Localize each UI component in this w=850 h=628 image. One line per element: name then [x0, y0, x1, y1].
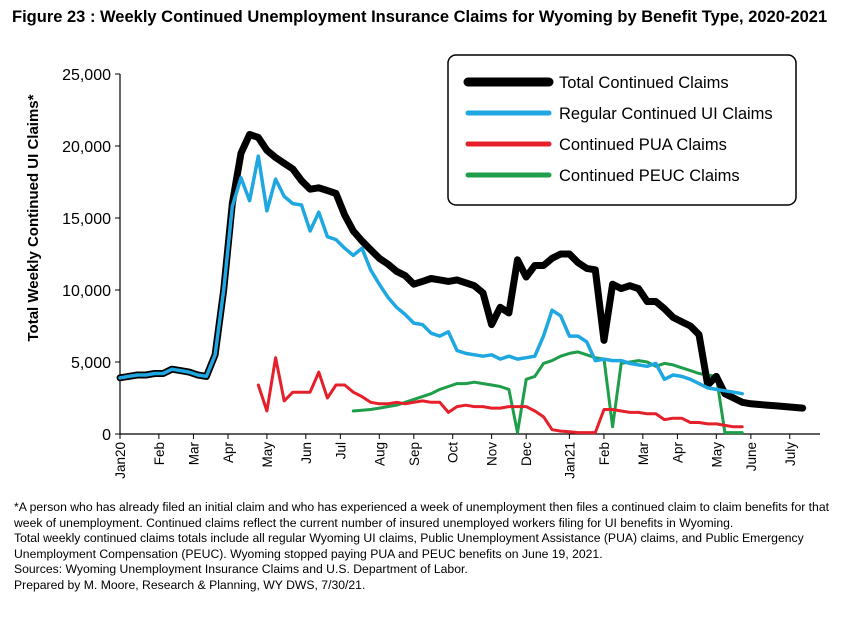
x-tick-label: May [260, 442, 275, 468]
x-tick-label: July [783, 442, 798, 466]
x-tick-label: Nov [485, 442, 500, 466]
figure-title: Figure 23 : Weekly Continued Unemploymen… [12, 8, 828, 26]
x-tick-label: Feb [152, 442, 167, 465]
line-chart: 0 5,000 10,000 15,000 20,000 25,000 Jan20 Feb Ma… [25, 54, 820, 479]
footnotes: *A person who has already filed an initi… [14, 500, 840, 593]
series-line-0 [116, 131, 807, 412]
y-tick-label: 5,000 [71, 355, 111, 372]
x-tick-label: Feb [597, 442, 612, 465]
x-tick-label: May [709, 442, 724, 468]
footnote-prepared-by: Prepared by M. Moore, Research & Plannin… [14, 577, 366, 592]
series-line-2 [256, 356, 744, 435]
x-tick-label: Apr [221, 442, 236, 464]
y-tick-label: 0 [102, 427, 111, 444]
y-axis-label: Total Weekly Continued UI Claims* [25, 94, 42, 341]
legend-label-3: Continued PEUC Claims [559, 167, 740, 185]
footnote-definition: *A person who has already filed an initi… [14, 500, 829, 530]
chart-axes: 0 5,000 10,000 15,000 20,000 25,000 Jan20 Feb Ma… [62, 67, 820, 479]
x-tick-label: Mar [636, 441, 651, 465]
x-tick-label: Aug [372, 442, 387, 466]
footnote-totals: Total weekly continued claims totals inc… [14, 531, 804, 561]
legend-label-2: Continued PUA Claims [559, 136, 727, 154]
y-tick-label: 20,000 [62, 139, 111, 156]
footnote-sources: Sources: Wyoming Unemployment Insurance … [14, 562, 468, 576]
x-tick-label: Jan20 [113, 442, 128, 479]
x-tick-label: Dec [519, 442, 534, 466]
x-tick-label: Oct [446, 442, 461, 463]
series-line-3 [351, 350, 744, 435]
y-tick-label: 10,000 [62, 283, 111, 300]
legend-box [447, 54, 797, 206]
legend-label-1: Regular Continued UI Claims [559, 105, 773, 123]
chart-legend: Total Continued Claims Regular Continued … [447, 54, 797, 206]
series-line-1 [118, 154, 744, 396]
x-tick-label: Sep [407, 442, 422, 466]
legend-label-0: Total Continued Claims [559, 74, 729, 92]
x-tick-label: Jan21 [562, 442, 577, 479]
y-tick-label: 15,000 [62, 211, 111, 228]
series-layer [116, 131, 807, 435]
x-tick-label: Jul [333, 442, 348, 459]
x-tick-label: Jun [299, 442, 314, 464]
x-tick-label: June [744, 442, 759, 471]
y-tick-label: 25,000 [62, 67, 111, 84]
x-tick-label: Mar [186, 441, 201, 465]
x-tick-label: Apr [670, 442, 685, 464]
